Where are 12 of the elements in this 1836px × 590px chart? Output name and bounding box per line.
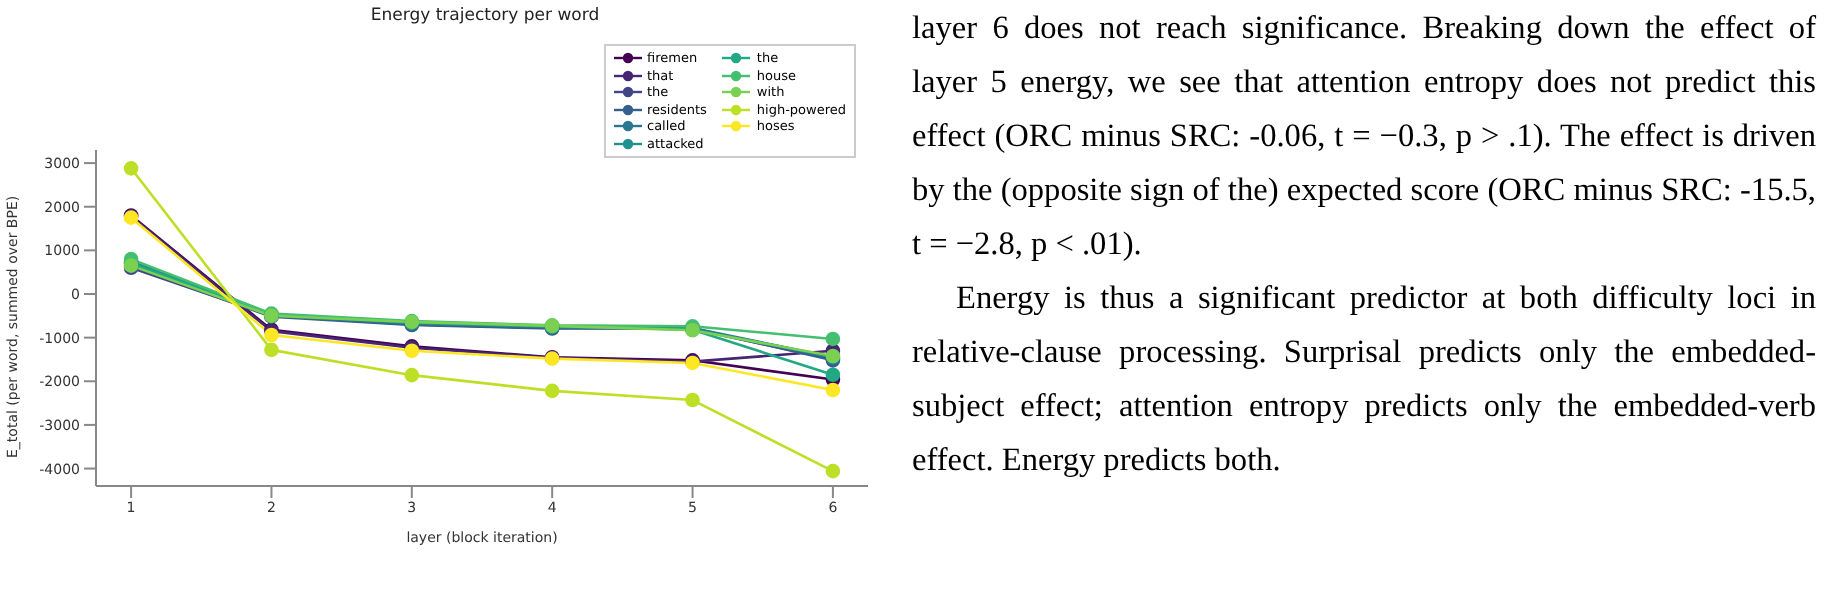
- chart-title: Energy trajectory per word: [368, 6, 602, 26]
- point: [404, 367, 420, 383]
- point: [264, 342, 279, 358]
- point: [825, 463, 841, 479]
- point: [825, 382, 841, 398]
- point: [544, 383, 560, 399]
- point: [825, 367, 841, 383]
- point: [825, 331, 841, 347]
- point: [123, 161, 139, 176]
- text: layer 6 does not reach significance. Breaking down the effect of layer 5 energy, we see that attention entropy does not predict this effect (ORC minus SRC: -0.06, t = −0.3, p > .1). The effect is driven by the (opposite sign of the) expected score (ORC minus SRC: -15.5, t = −2.8, p < .01).: [912, 6, 1816, 266]
- point: [685, 392, 700, 408]
- text: Energy is thus a significant predictor at both difficulty loci in relative-clause processing. Surprisal predicts only the embedded-subject effect; attention entropy predicts only the embedded-verb effect. Energy predicts both.: [912, 276, 1816, 482]
